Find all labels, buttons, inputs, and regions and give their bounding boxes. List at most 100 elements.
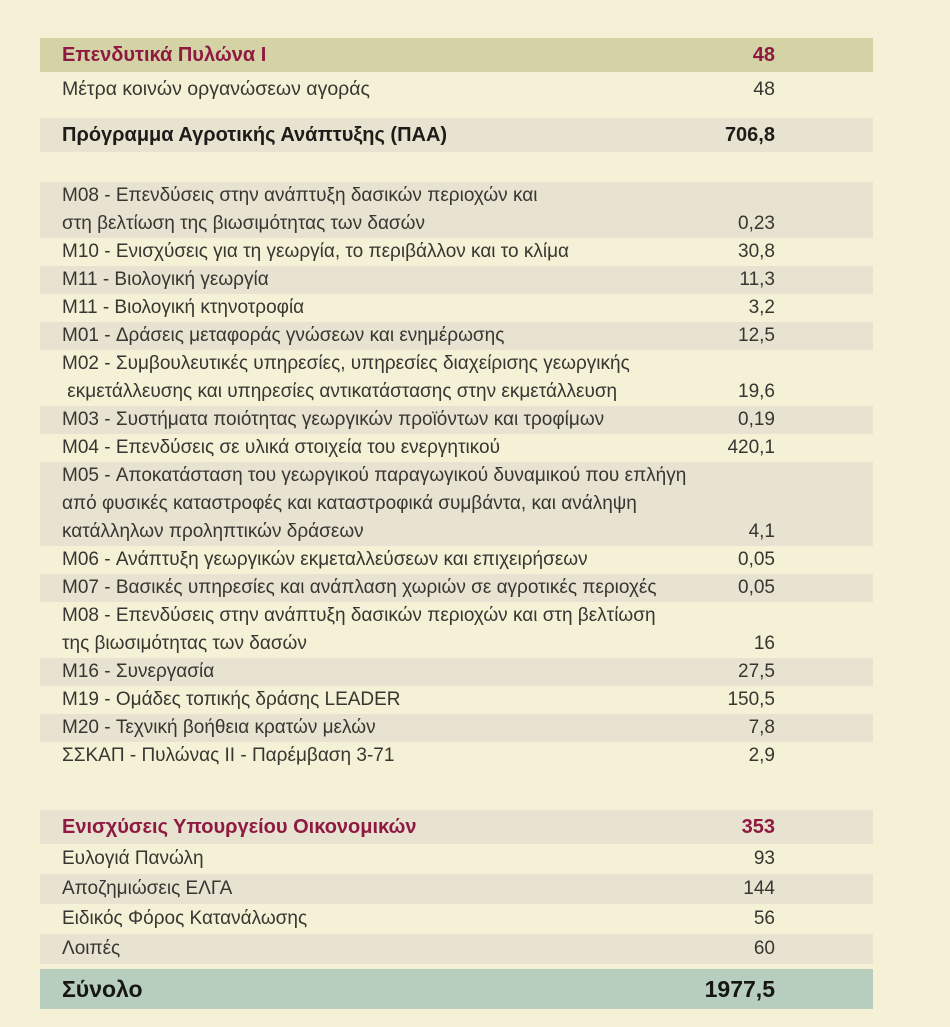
row-value: 0,23	[738, 213, 775, 234]
row-label: Ειδικός Φόρος Κατανάλωσης	[62, 908, 308, 929]
table-row: M04 - Επενδύσεις σε υλικά στοιχεία του ε…	[40, 434, 873, 462]
row-value: 1977,5	[704, 975, 775, 1002]
row-value: 12,5	[738, 325, 775, 346]
row-value: 420,1	[727, 437, 775, 458]
row-value: 0,05	[738, 549, 775, 570]
table-line: της βιωσιμότητας των δασών 16	[40, 630, 873, 658]
row-label: Μέτρα κοινών οργανώσεων αγοράς	[62, 77, 370, 100]
row-label: M08 - Επενδύσεις στην ανάπτυξη δασικών π…	[62, 185, 538, 206]
row-value: 11,3	[739, 269, 775, 290]
row-value: 48	[753, 77, 775, 100]
row-value: 2,9	[748, 745, 775, 766]
row-value: 30,8	[738, 241, 775, 262]
row-value: 353	[741, 815, 775, 838]
row-label: Ευλογιά Πανώλη	[62, 848, 204, 869]
row-label: M04 - Επενδύσεις σε υλικά στοιχεία του ε…	[62, 437, 500, 458]
table-row: Σύνολο 1977,5	[40, 969, 873, 1009]
row-label: της βιωσιμότητας των δασών	[62, 633, 307, 654]
table-row: Ευλογιά Πανώλη 93	[40, 844, 873, 874]
row-value: 150,5	[727, 689, 775, 710]
row-label: M11 - Βιολογική κτηνοτροφία	[62, 297, 305, 318]
row-value: 144	[743, 878, 775, 899]
row-label: M05 - Αποκατάσταση του γεωργικού παραγωγ…	[62, 465, 687, 486]
table-line: M07 - Βασικές υπηρεσίες και ανάπλαση χωρ…	[40, 574, 873, 602]
table-row: Ειδικός Φόρος Κατανάλωσης 56	[40, 904, 873, 934]
table-row: M10 - Ενισχύσεις για τη γεωργία, το περι…	[40, 238, 873, 266]
row-label: Σύνολο	[62, 975, 143, 1002]
table-line: M01 - Δράσεις μεταφοράς γνώσεων και ενημ…	[40, 322, 873, 350]
table-line: εκμετάλλευσης και υπηρεσίες αντικατάστασ…	[40, 378, 873, 406]
table-row: M01 - Δράσεις μεταφοράς γνώσεων και ενημ…	[40, 322, 873, 350]
row-value: 93	[753, 848, 775, 869]
table-line: Λοιπές 60	[40, 934, 873, 964]
table-row: M03 - Συστήματα ποιότητας γεωργικών προϊ…	[40, 406, 873, 434]
row-label: από φυσικές καταστροφές και καταστροφικά…	[62, 493, 637, 514]
table-row: M06 - Ανάπτυξη γεωργικών εκμεταλλεύσεων …	[40, 546, 873, 574]
row-label: Πρόγραμμα Αγροτικής Ανάπτυξης (ΠΑΑ)	[62, 123, 448, 146]
table-line: M08 - Επενδύσεις στην ανάπτυξη δασικών π…	[40, 602, 873, 630]
table-line: M19 - Ομάδες τοπικής δράσης LEADER 150,5	[40, 686, 873, 714]
table-line: Μέτρα κοινών οργανώσεων αγοράς 48	[40, 72, 873, 106]
row-label: M06 - Ανάπτυξη γεωργικών εκμεταλλεύσεων …	[62, 549, 588, 570]
table-line: κατάλληλων προληπτικών δράσεων 4,1	[40, 518, 873, 546]
table-row: M05 - Αποκατάσταση του γεωργικού παραγωγ…	[40, 462, 873, 546]
table-line: από φυσικές καταστροφές και καταστροφικά…	[40, 490, 873, 518]
table-row: M16 - Συνεργασία 27,5	[40, 658, 873, 686]
table-line: M11 - Βιολογική κτηνοτροφία 3,2	[40, 294, 873, 322]
table-line: ΣΣΚΑΠ - Πυλώνας II - Παρέμβαση 3-71 2,9	[40, 742, 873, 770]
row-label: M16 - Συνεργασία	[62, 661, 215, 682]
table-line: στη βελτίωση της βιωσιμότητας των δασών …	[40, 210, 873, 238]
row-value: 0,05	[738, 577, 775, 598]
row-label: M20 - Τεχνική βοήθεια κρατών μελών	[62, 717, 376, 738]
table-line: M10 - Ενισχύσεις για τη γεωργία, το περι…	[40, 238, 873, 266]
table-line: Πρόγραμμα Αγροτικής Ανάπτυξης (ΠΑΑ) 706,…	[40, 118, 873, 152]
row-label: Ενισχύσεις Υπουργείου Οικονομικών	[62, 815, 417, 838]
row-label: M19 - Ομάδες τοπικής δράσης LEADER	[62, 689, 401, 710]
table-row: Επενδυτικά Πυλώνα I 48	[40, 38, 873, 72]
row-label: M07 - Βασικές υπηρεσίες και ανάπλαση χωρ…	[62, 577, 657, 598]
row-label: Λοιπές	[62, 938, 121, 959]
table-line: M08 - Επενδύσεις στην ανάπτυξη δασικών π…	[40, 182, 873, 210]
table-line: M03 - Συστήματα ποιότητας γεωργικών προϊ…	[40, 406, 873, 434]
table-line: Σύνολο 1977,5	[40, 969, 873, 1009]
table-line: Επενδυτικά Πυλώνα I 48	[40, 38, 873, 72]
row-value: 4,1	[748, 521, 775, 542]
table-row: Μέτρα κοινών οργανώσεων αγοράς 48	[40, 72, 873, 106]
table-line: M06 - Ανάπτυξη γεωργικών εκμεταλλεύσεων …	[40, 546, 873, 574]
row-value: 7,8	[748, 717, 775, 738]
table-line: M02 - Συμβουλευτικές υπηρεσίες, υπηρεσίε…	[40, 350, 873, 378]
table-line: M11 - Βιολογική γεωργία 11,3	[40, 266, 873, 294]
row-value: 706,8	[724, 123, 775, 146]
row-label: M08 - Επενδύσεις στην ανάπτυξη δασικών π…	[62, 605, 656, 626]
budget-table: Επενδυτικά Πυλώνα I 48 Μέτρα κοινών οργα…	[40, 38, 873, 1009]
row-value: 0,19	[738, 409, 775, 430]
row-label: Επενδυτικά Πυλώνα I	[62, 43, 267, 66]
table-row: ΣΣΚΑΠ - Πυλώνας II - Παρέμβαση 3-71 2,9	[40, 742, 873, 770]
table-line: Ενισχύσεις Υπουργείου Οικονομικών 353	[40, 810, 873, 844]
table-row: Πρόγραμμα Αγροτικής Ανάπτυξης (ΠΑΑ) 706,…	[40, 118, 873, 152]
table-row: Λοιπές 60	[40, 934, 873, 964]
table-row: M11 - Βιολογική κτηνοτροφία 3,2	[40, 294, 873, 322]
row-label: M10 - Ενισχύσεις για τη γεωργία, το περι…	[62, 241, 570, 262]
table-row: M08 - Επενδύσεις στην ανάπτυξη δασικών π…	[40, 602, 873, 658]
row-label: M03 - Συστήματα ποιότητας γεωργικών προϊ…	[62, 409, 605, 430]
row-label: M11 - Βιολογική γεωργία	[62, 269, 269, 290]
row-label: κατάλληλων προληπτικών δράσεων	[62, 521, 364, 542]
row-value: 56	[753, 908, 775, 929]
table-row: M08 - Επενδύσεις στην ανάπτυξη δασικών π…	[40, 182, 873, 238]
table-row: Ενισχύσεις Υπουργείου Οικονομικών 353	[40, 810, 873, 844]
row-value: 60	[753, 938, 775, 959]
table-row: M02 - Συμβουλευτικές υπηρεσίες, υπηρεσίε…	[40, 350, 873, 406]
table-row: M20 - Τεχνική βοήθεια κρατών μελών 7,8	[40, 714, 873, 742]
table-row: M19 - Ομάδες τοπικής δράσης LEADER 150,5	[40, 686, 873, 714]
row-label: M02 - Συμβουλευτικές υπηρεσίες, υπηρεσίε…	[62, 353, 630, 374]
row-value: 27,5	[738, 661, 775, 682]
table-line: Ειδικός Φόρος Κατανάλωσης 56	[40, 904, 873, 934]
table-line: Αποζημιώσεις ΕΛΓΑ 144	[40, 874, 873, 904]
row-label: Αποζημιώσεις ΕΛΓΑ	[62, 878, 233, 899]
row-label: M01 - Δράσεις μεταφοράς γνώσεων και ενημ…	[62, 325, 505, 346]
row-value: 3,2	[748, 297, 775, 318]
row-label: εκμετάλλευσης και υπηρεσίες αντικατάστασ…	[62, 381, 618, 402]
table-line: M16 - Συνεργασία 27,5	[40, 658, 873, 686]
row-label: στη βελτίωση της βιωσιμότητας των δασών	[62, 213, 425, 234]
